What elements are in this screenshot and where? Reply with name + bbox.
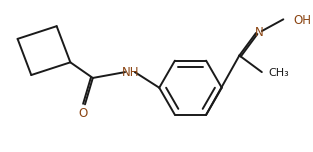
- Text: OH: OH: [293, 14, 311, 27]
- Text: N: N: [254, 26, 263, 39]
- Text: CH₃: CH₃: [269, 68, 290, 78]
- Text: O: O: [79, 107, 88, 120]
- Text: NH: NH: [122, 66, 140, 79]
